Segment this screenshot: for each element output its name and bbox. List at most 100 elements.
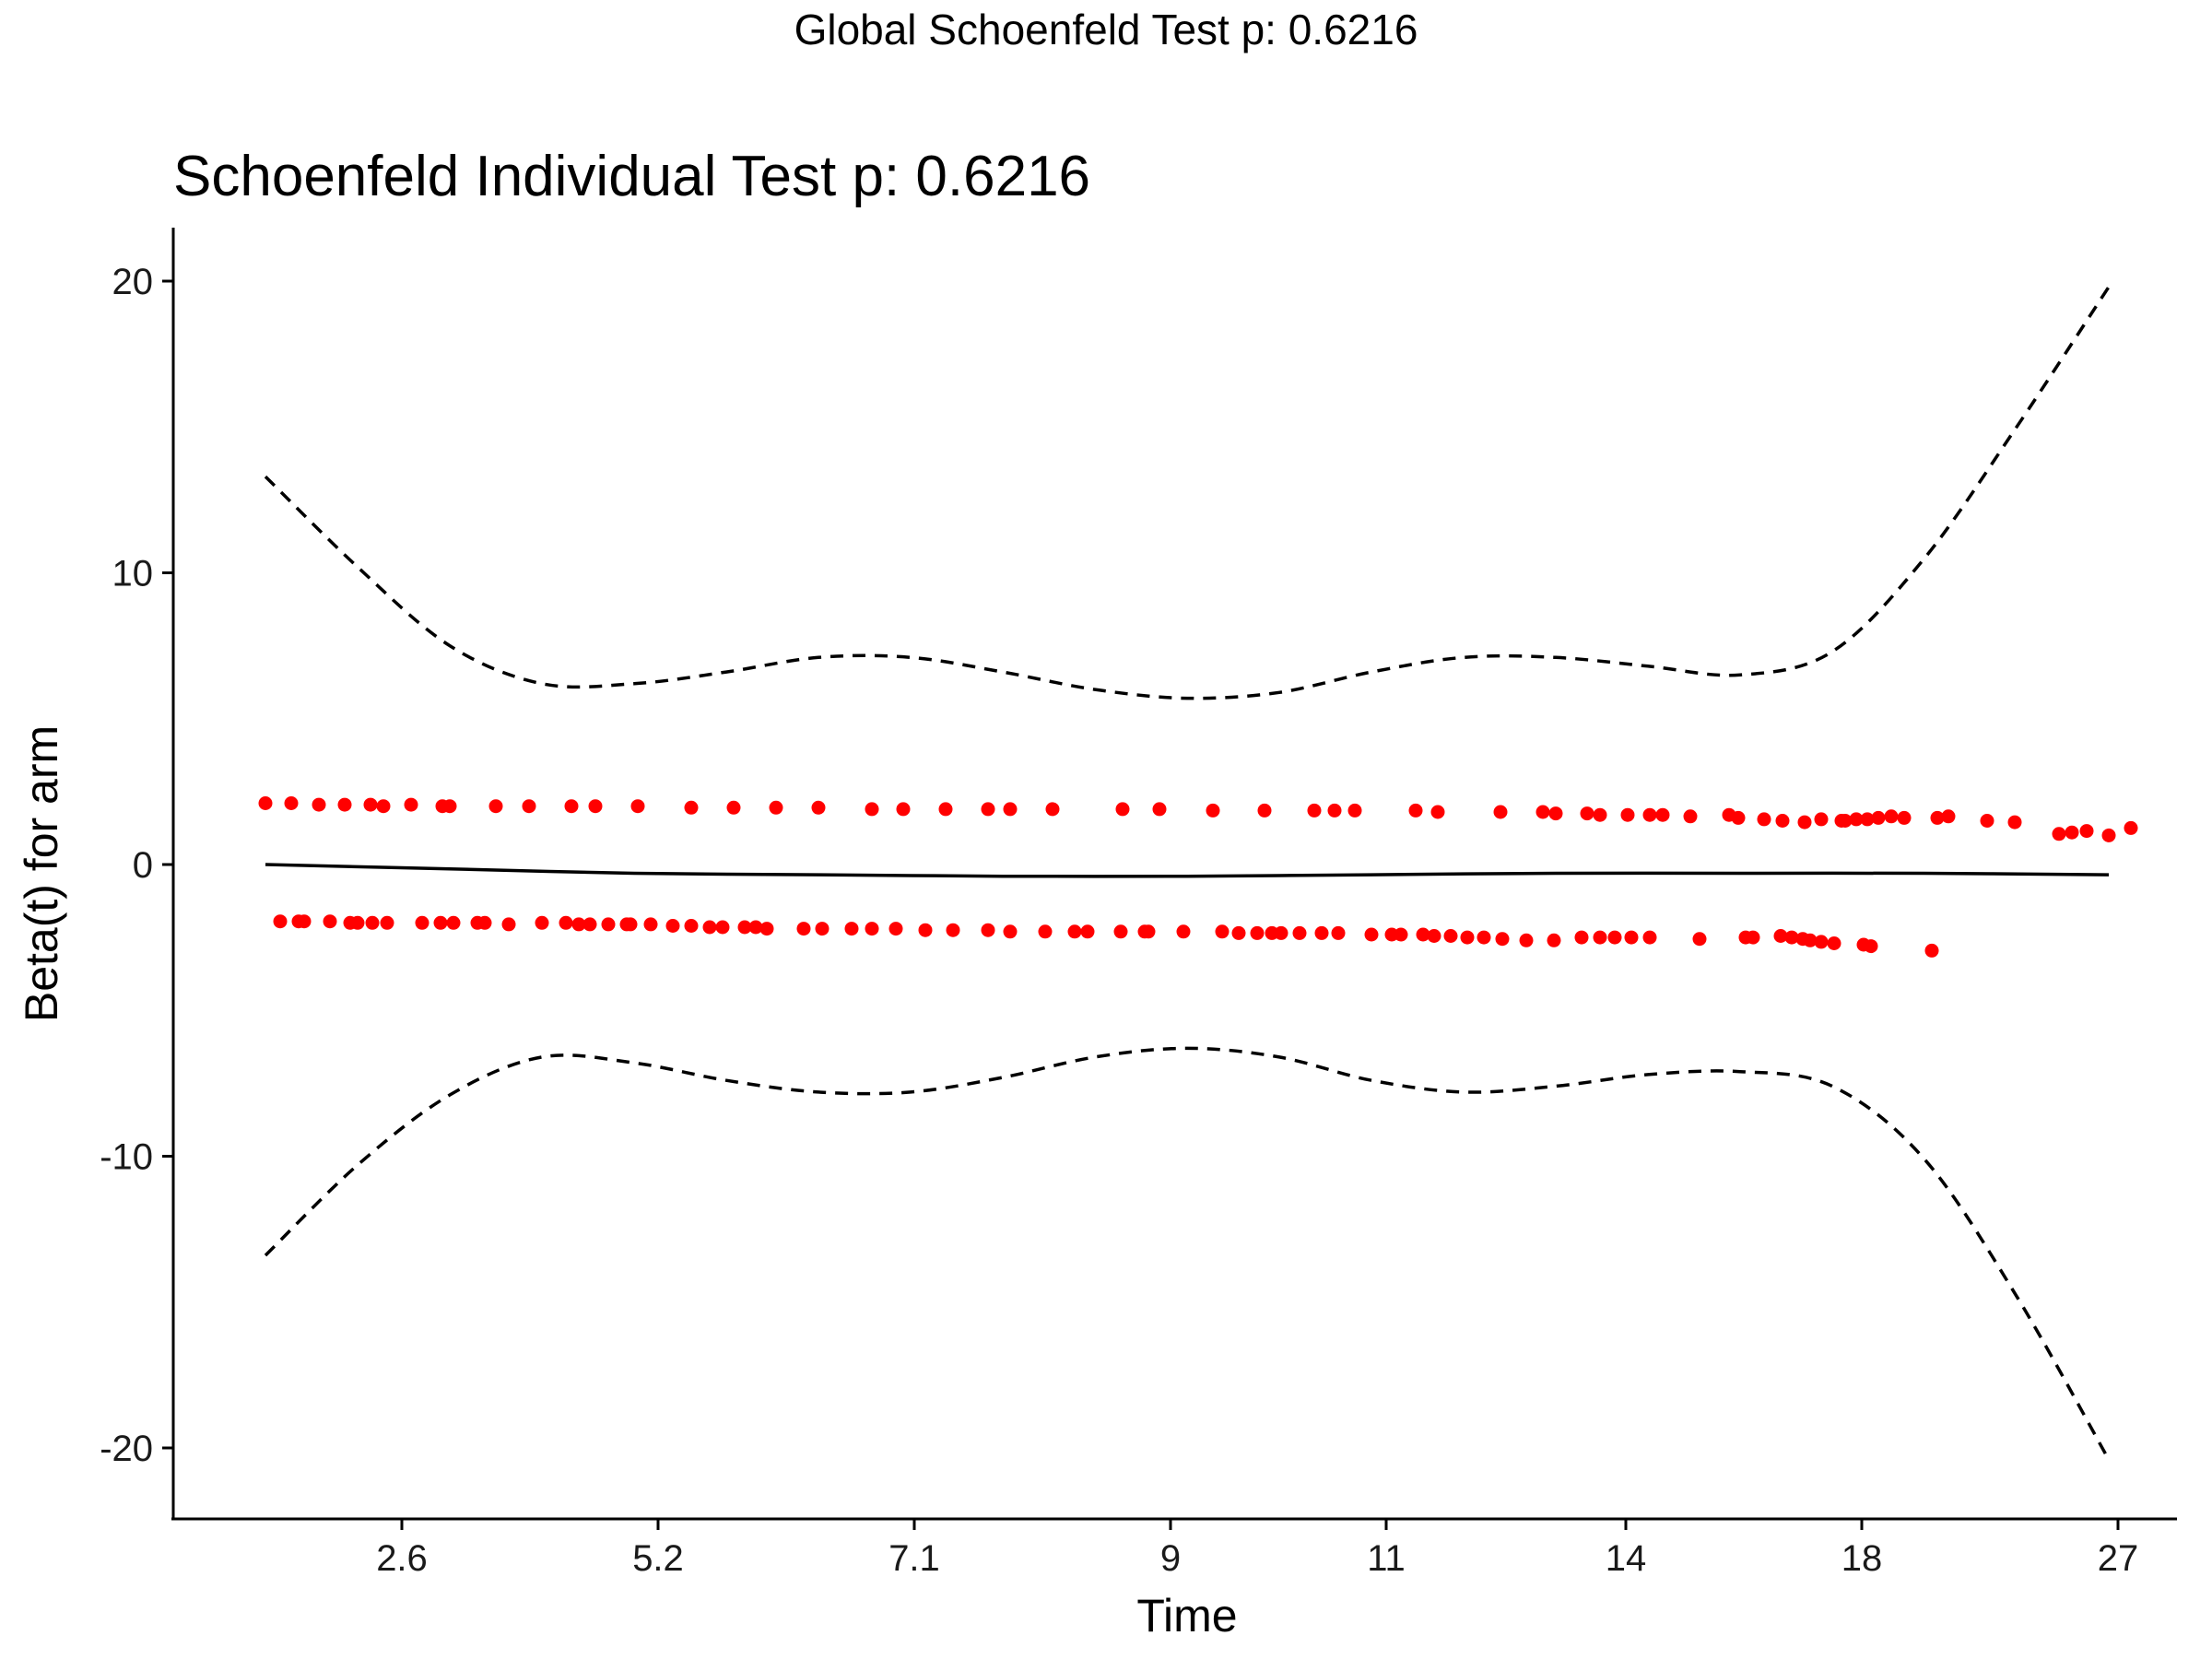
residual-point [1731, 810, 1746, 825]
residual-point [433, 915, 448, 930]
residual-point [363, 797, 378, 812]
residual-point [297, 914, 312, 929]
residual-point [1152, 802, 1167, 817]
y-tick-label: 0 [133, 845, 153, 886]
residual-point [337, 797, 352, 812]
residual-point [623, 917, 638, 932]
residual-point [350, 915, 365, 930]
residual-point [1797, 815, 1812, 830]
residual-point [376, 799, 391, 814]
residual-point [1784, 930, 1799, 945]
residual-point [981, 923, 995, 937]
residual-point [938, 802, 953, 817]
residual-point [1364, 927, 1379, 942]
residual-point [1642, 930, 1657, 945]
residual-point [1624, 930, 1639, 945]
residual-point [896, 802, 911, 817]
residual-point [1257, 803, 1272, 818]
residual-point [323, 914, 337, 929]
residual-point [284, 796, 299, 810]
residual-point [1141, 924, 1156, 939]
residual-point [1607, 930, 1622, 945]
residual-point [981, 802, 995, 817]
residual-point [1849, 812, 1864, 827]
residual-point [630, 799, 645, 814]
residual-point [815, 922, 830, 936]
residual-point [1215, 924, 1230, 939]
residual-point [1314, 925, 1329, 940]
residual-point [865, 802, 879, 817]
residual-point [1814, 935, 1829, 949]
residual-point [2079, 824, 2094, 839]
residual-point [1460, 930, 1475, 945]
residual-point [643, 917, 658, 932]
residual-point [684, 919, 699, 933]
residual-point [1493, 805, 1508, 819]
residual-point [1775, 814, 1790, 828]
residual-point [811, 800, 826, 815]
beta-fit [265, 863, 2110, 878]
y-tick-label: 10 [112, 554, 154, 594]
y-tick-label: -10 [100, 1137, 153, 1178]
residual-point [477, 915, 492, 930]
residual-point [1827, 936, 1841, 950]
x-tick-label: 5.2 [632, 1538, 684, 1579]
residual-point [446, 915, 461, 930]
residual-point [1003, 924, 1018, 939]
residual-point [888, 922, 903, 936]
residual-point [365, 915, 380, 930]
residual-point [2124, 820, 2138, 835]
residual-point [1067, 924, 1082, 939]
residual-point [844, 922, 859, 936]
residual-point [1115, 802, 1130, 817]
y-tick-label: -20 [100, 1429, 153, 1469]
residual-point [1580, 806, 1594, 821]
residual-point [1231, 925, 1246, 940]
x-tick-label: 18 [1841, 1538, 1883, 1579]
y-axis-ticks: -20 -10 0 10 20 [100, 262, 173, 1469]
residual-point [1897, 810, 1912, 825]
residual-point [2007, 815, 2022, 830]
x-tick-label: 7.1 [888, 1538, 940, 1579]
residual-point [415, 915, 429, 930]
residual-point [1292, 925, 1307, 940]
y-axis-title: Beta(t) for arm [16, 725, 67, 1022]
residual-point [1593, 930, 1607, 945]
upper-confidence-line [264, 286, 2111, 700]
residual-point [2101, 828, 2116, 842]
residual-point [1274, 925, 1288, 940]
residual-point [726, 800, 741, 815]
residual-point [1495, 932, 1510, 947]
residual-point [1547, 933, 1561, 947]
residual-point [1519, 933, 1534, 947]
residual-point [1347, 803, 1362, 818]
residual-point [1250, 925, 1265, 940]
residual-point [601, 917, 616, 932]
residual-point [488, 799, 503, 814]
residual-point [258, 796, 273, 810]
residual-point [1884, 809, 1899, 824]
residual-point [1692, 932, 1707, 947]
residual-points [258, 796, 2138, 958]
residual-point [571, 917, 586, 932]
residual-point [1416, 927, 1430, 942]
residual-point [1548, 806, 1563, 821]
residual-point [1930, 810, 1945, 825]
residual-point [522, 799, 536, 814]
residual-point [737, 920, 752, 935]
residual-point [1080, 924, 1095, 939]
residual-point [312, 797, 326, 812]
residual-point [1803, 933, 1818, 947]
residual-point [1620, 807, 1635, 822]
residual-point [684, 800, 699, 815]
residual-point [1655, 807, 1670, 822]
residual-point [748, 920, 763, 935]
residual-point [1535, 805, 1550, 819]
residual-point [1860, 812, 1875, 827]
residual-point [1176, 924, 1191, 939]
residual-point [1683, 809, 1698, 824]
residual-point [1045, 802, 1060, 817]
residual-point [1838, 814, 1853, 828]
residual-point [559, 915, 573, 930]
